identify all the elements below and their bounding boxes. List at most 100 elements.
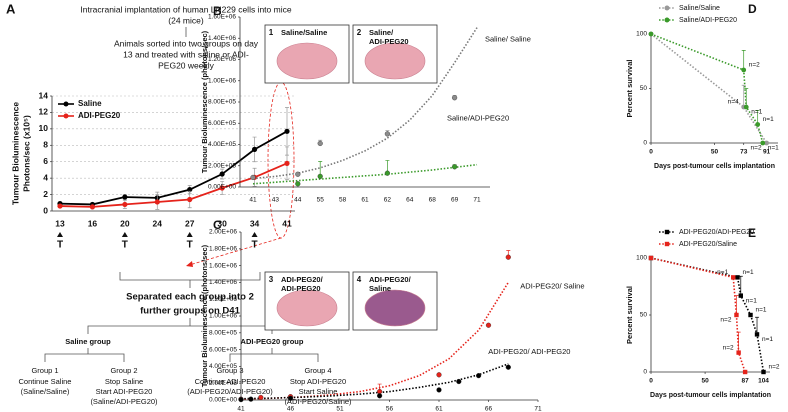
y-tick-label: 8.00E+05 xyxy=(209,330,237,337)
legend-marker xyxy=(664,17,670,23)
x-tick-label: 16 xyxy=(88,218,98,228)
point xyxy=(452,95,458,101)
series-line xyxy=(650,257,765,373)
subgroup-text: Start Saline xyxy=(299,387,338,396)
x-tick-label: 24 xyxy=(153,218,163,228)
y-tick-label: 2.00E+06 xyxy=(209,229,237,236)
y-tick-label: 6.00E+05 xyxy=(208,120,236,127)
x-axis-label: Days post-tumour cells implantation xyxy=(650,392,771,399)
subgroup-text: (ADI-PEG20/Saline) xyxy=(284,397,352,406)
flow-text: (24 mice) xyxy=(168,15,204,25)
x-tick-label: 20 xyxy=(120,218,130,228)
point-label: n=4 xyxy=(728,99,739,106)
subgroup-text: (Saline/Saline) xyxy=(21,387,70,396)
trend-line xyxy=(240,281,509,400)
point-label: n=1 xyxy=(717,269,728,276)
bracket xyxy=(229,348,319,362)
point-label: n=2 xyxy=(769,364,780,371)
point xyxy=(648,31,654,37)
series-label: ADI-PEG20/ ADI-PEG20 xyxy=(488,347,570,356)
x-tick-label: 50 xyxy=(701,378,709,385)
treatment-arrow xyxy=(57,232,63,237)
x-tick-label: 50 xyxy=(711,149,719,156)
legend-marker xyxy=(664,5,670,11)
x-tick-label: 0 xyxy=(649,378,653,385)
brain-image xyxy=(364,289,426,327)
x-tick-label: 0 xyxy=(649,149,653,156)
point xyxy=(219,185,225,191)
x-tick-label: 104 xyxy=(758,378,769,385)
point xyxy=(738,293,743,298)
legend-marker xyxy=(63,113,69,119)
point xyxy=(122,194,128,200)
point xyxy=(219,171,225,177)
series-label: ADI-PEG20/ Saline xyxy=(520,281,584,290)
x-tick-label: 61 xyxy=(435,406,443,412)
error-bar xyxy=(744,88,749,108)
subgroup-text: Stop ADI-PEG20 xyxy=(290,377,346,386)
x-tick-label: 34 xyxy=(250,218,260,228)
y-tick-label: 2.00E+05 xyxy=(209,380,237,387)
subgroup-text: Stop Saline xyxy=(105,377,143,386)
point xyxy=(122,201,128,208)
subgroup-title: Group 1 xyxy=(31,366,58,375)
inset-number: 1 xyxy=(269,28,274,37)
subgroup-text: Continue ADI-PEG20 xyxy=(195,377,266,386)
y-tick-label: 1.00E+06 xyxy=(209,313,237,320)
x-tick-label: 61 xyxy=(361,197,369,204)
point xyxy=(764,140,769,146)
subgroup-text: (Saline/ADI-PEG20) xyxy=(90,397,158,406)
treatment-arrow xyxy=(121,232,128,237)
panel-label: B xyxy=(213,4,222,18)
point xyxy=(384,170,391,176)
y-tick-label: 100 xyxy=(636,255,647,262)
inset-label: ADI-PEG20/ xyxy=(281,275,324,284)
point xyxy=(452,164,458,170)
flow-title: Separated each group into 2 xyxy=(126,292,254,303)
flow-title: further groups on D41 xyxy=(140,306,240,317)
point xyxy=(287,395,294,401)
x-tick-label: 27 xyxy=(185,218,195,228)
x-tick-label: 41 xyxy=(282,218,292,228)
brain-image xyxy=(276,289,338,327)
point xyxy=(748,312,753,318)
inset-label: ADI-PEG20 xyxy=(369,37,409,46)
point xyxy=(295,181,301,187)
brain-image xyxy=(364,42,426,80)
error-bar xyxy=(734,295,739,315)
inset-number: 3 xyxy=(269,275,274,284)
y-tick-label: 0 xyxy=(643,369,647,376)
legend-label: Saline xyxy=(78,99,102,108)
point xyxy=(248,396,254,402)
flow-text: PEG20 weekly xyxy=(158,60,214,70)
inset-label: ADI-PEG20/ xyxy=(369,275,412,284)
point xyxy=(57,203,63,209)
point xyxy=(760,140,766,146)
point xyxy=(761,369,766,375)
brain-image xyxy=(276,42,338,80)
point xyxy=(251,146,258,152)
subgroup-text: (ADI-PEG20/ADI-PEG20) xyxy=(187,387,273,396)
point-label: n=2 xyxy=(751,145,762,152)
trend-line xyxy=(252,163,478,185)
panel-label: A xyxy=(6,1,16,16)
y-tick-label: 4.00E+05 xyxy=(209,363,237,370)
point xyxy=(284,128,290,134)
y-tick-label: 6 xyxy=(43,156,48,166)
point xyxy=(741,67,747,73)
y-tick-label: 0.00E+00 xyxy=(209,397,237,404)
x-tick-label: 41 xyxy=(237,406,245,412)
point-label: n=2 xyxy=(720,317,731,324)
point-label: n=1 xyxy=(768,145,779,152)
error-bar xyxy=(736,331,741,353)
treatment-marker: T xyxy=(252,240,258,251)
legend-label: Saline/ADI-PEG20 xyxy=(679,17,737,24)
treatment-arrow xyxy=(251,232,258,237)
inset-number: 4 xyxy=(357,275,362,284)
y-axis-label: Tumour Bioluminescence xyxy=(10,102,20,206)
error-bar xyxy=(741,50,746,70)
x-tick-label: 58 xyxy=(339,197,347,204)
y-tick-label: 1.40E+06 xyxy=(208,35,236,42)
x-tick-label: 55 xyxy=(317,197,325,204)
y-tick-label: 1.60E+06 xyxy=(209,262,237,269)
